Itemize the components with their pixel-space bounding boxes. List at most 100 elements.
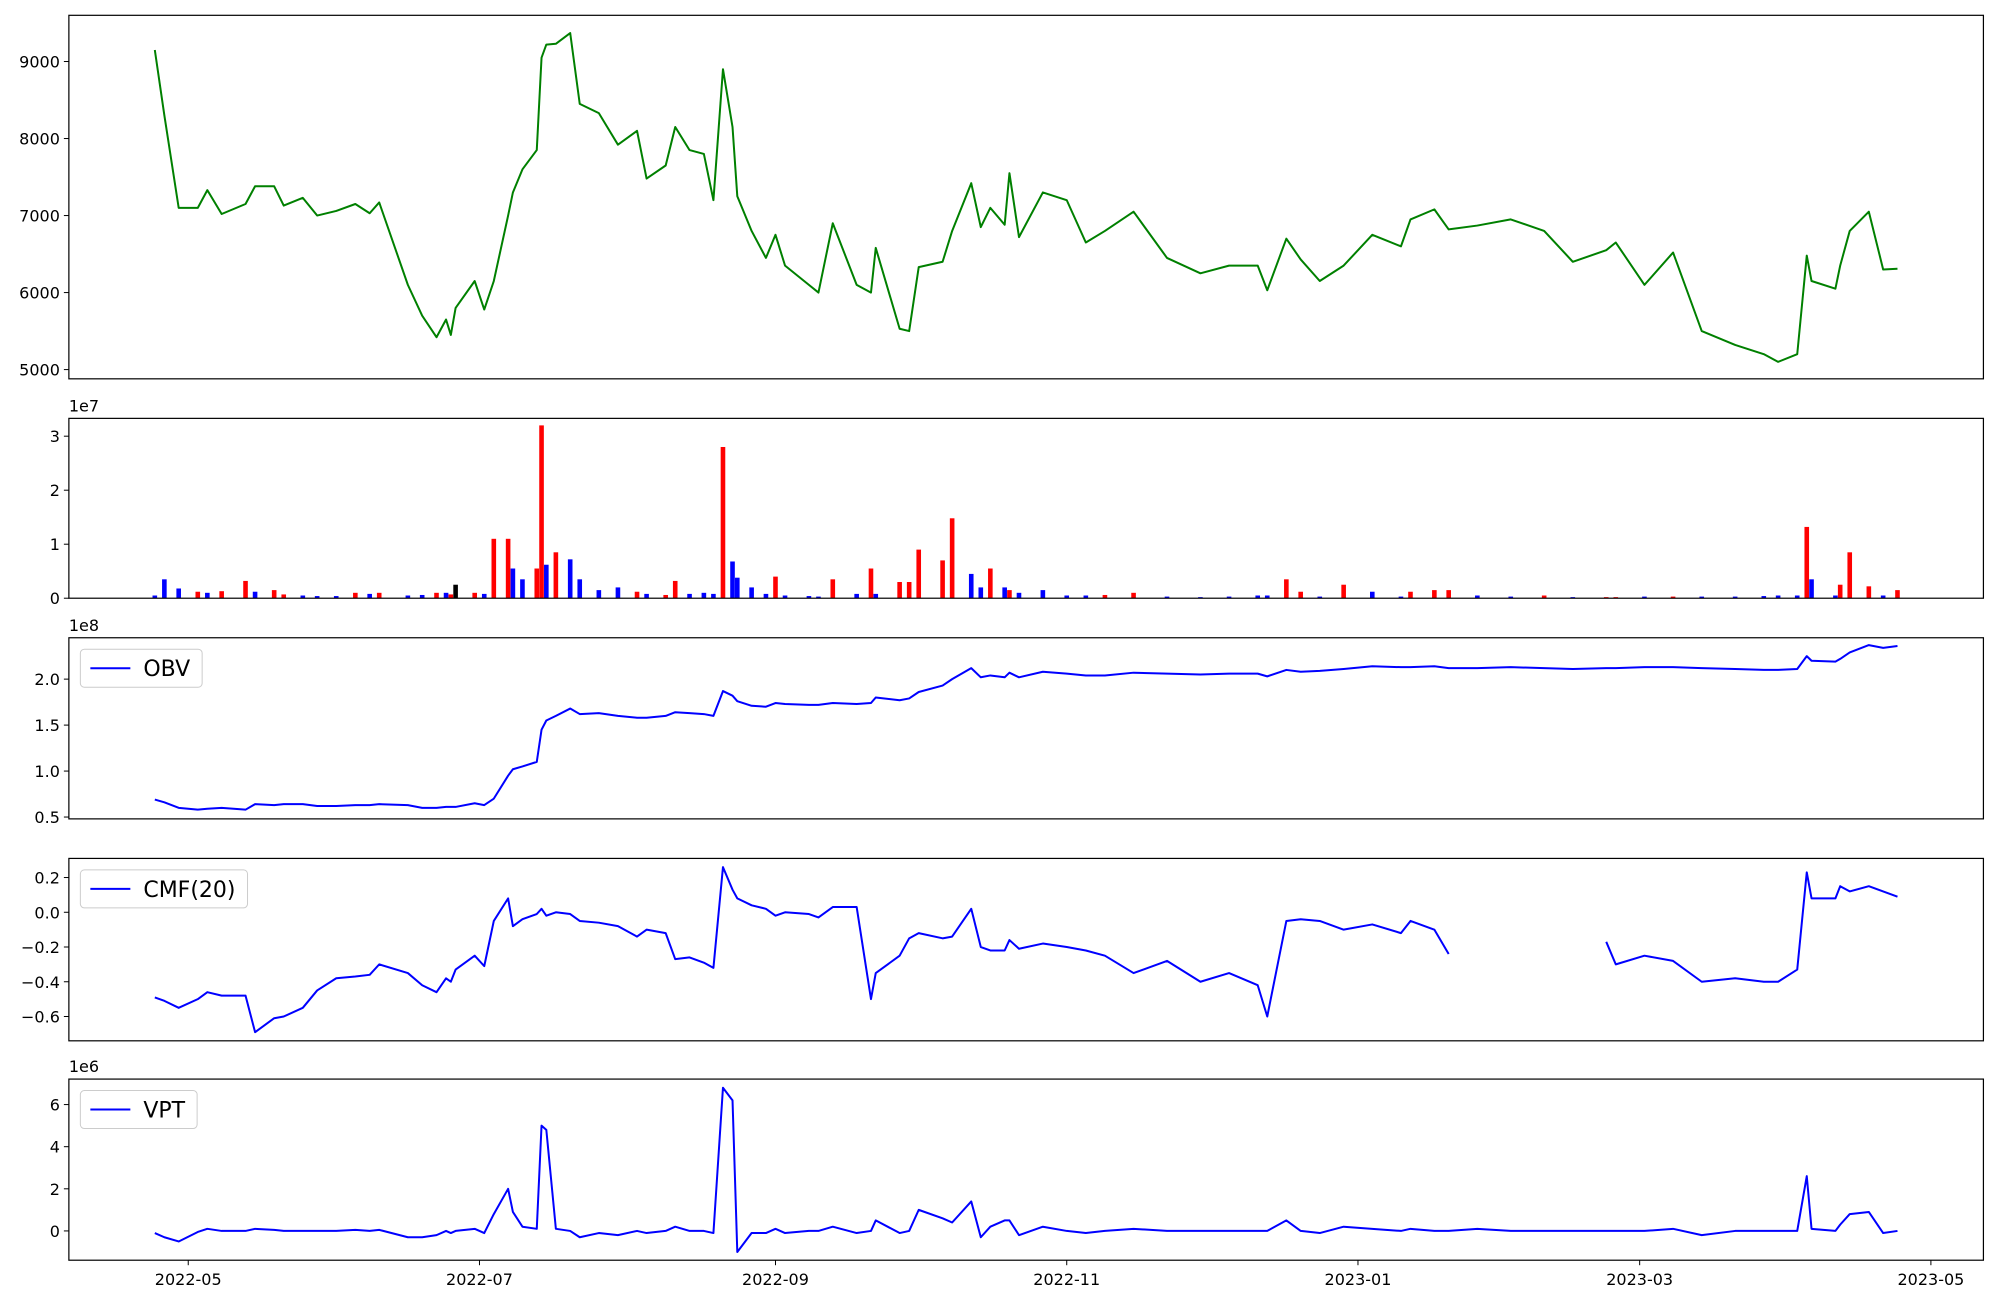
bar <box>1432 590 1437 599</box>
bar <box>333 596 339 599</box>
bar <box>491 538 497 599</box>
bar <box>243 580 248 599</box>
bar <box>252 591 258 599</box>
bar <box>1002 587 1007 599</box>
bar <box>1369 591 1375 599</box>
bar <box>1670 596 1676 599</box>
series-line <box>153 32 1898 363</box>
x-tick-label: 2023-05 <box>1897 1270 1964 1289</box>
offset-label: 1e7 <box>69 396 99 415</box>
plot-area <box>153 32 1898 363</box>
bar <box>376 592 382 599</box>
axes-frame <box>68 637 1985 820</box>
bar <box>1398 596 1404 599</box>
bar <box>271 590 277 599</box>
bar <box>1475 595 1480 599</box>
bar <box>782 595 788 599</box>
bar <box>1064 595 1070 599</box>
x-tick-label: 2022-05 <box>155 1270 222 1289</box>
axes-frame <box>68 857 1985 1042</box>
y-tick-label: 0.2 <box>34 869 59 888</box>
bar <box>1083 595 1089 599</box>
series-line <box>154 1086 1898 1253</box>
plot-area <box>154 1086 1898 1253</box>
bar <box>968 573 974 599</box>
bar <box>940 560 945 599</box>
x-tick-label: 2022-09 <box>742 1270 809 1289</box>
bar <box>1341 584 1346 599</box>
bar <box>1255 595 1261 599</box>
bar <box>443 592 449 599</box>
y-tick-label: 1 <box>50 535 60 554</box>
bar <box>1541 595 1547 599</box>
y-tick-label: 9000 <box>19 53 60 72</box>
x-tick-label: 2023-01 <box>1325 1270 1392 1289</box>
bar <box>553 552 559 599</box>
bar <box>763 593 769 599</box>
bar <box>1284 579 1289 599</box>
bar <box>176 588 181 599</box>
bar <box>434 592 439 599</box>
bar <box>152 595 158 599</box>
bar <box>1866 586 1872 599</box>
bar <box>711 593 716 599</box>
y-tick-label: −0.2 <box>21 938 60 957</box>
bar <box>949 518 955 599</box>
bar <box>644 593 649 599</box>
bar <box>1040 590 1046 599</box>
bar <box>1804 526 1810 599</box>
bar <box>615 587 621 599</box>
axes-frame <box>68 14 1985 380</box>
axes-frame <box>68 417 1985 599</box>
bar <box>1408 591 1413 599</box>
y-tick-label: 2 <box>50 481 60 500</box>
bar <box>897 582 902 599</box>
bar <box>1809 579 1814 599</box>
bar <box>539 425 544 599</box>
legend-box <box>79 648 203 688</box>
bar <box>481 593 487 599</box>
offset-label: 1e6 <box>69 1057 99 1076</box>
bar <box>854 593 859 599</box>
bar <box>988 568 993 599</box>
bar <box>1775 595 1781 599</box>
plot-area <box>154 644 1898 811</box>
bar <box>1761 596 1767 599</box>
bar <box>419 594 425 599</box>
y-tick-label: 4 <box>50 1138 60 1157</box>
y-tick-label: 6 <box>50 1096 60 1115</box>
bar <box>672 580 678 599</box>
bar <box>906 582 912 599</box>
y-tick-label: 3 <box>50 427 60 446</box>
bar <box>219 591 224 599</box>
bar <box>701 592 707 599</box>
y-tick-label: −0.4 <box>21 973 60 992</box>
bar <box>806 596 812 599</box>
bar <box>1007 590 1012 599</box>
bar <box>1164 596 1170 599</box>
y-tick-label: 0.5 <box>34 808 59 827</box>
axes-frame <box>68 1078 1985 1261</box>
bar <box>734 577 740 599</box>
bar <box>1880 595 1886 599</box>
bar <box>162 579 167 599</box>
y-tick-label: 0.0 <box>34 903 59 922</box>
bar <box>749 587 754 599</box>
bar <box>520 579 525 599</box>
bar <box>730 561 735 599</box>
bar <box>1895 590 1900 599</box>
bar <box>1837 584 1843 599</box>
bar <box>1102 594 1108 599</box>
bar <box>1446 590 1451 599</box>
bar <box>873 593 879 599</box>
bar <box>1298 591 1303 599</box>
legend-label: VPT <box>143 1099 185 1124</box>
bar <box>1847 552 1853 599</box>
legend-label: CMF(20) <box>143 878 235 903</box>
y-tick-label: 5000 <box>19 361 60 380</box>
bar <box>687 593 692 599</box>
legend-box <box>79 1090 198 1130</box>
bar <box>195 591 201 599</box>
